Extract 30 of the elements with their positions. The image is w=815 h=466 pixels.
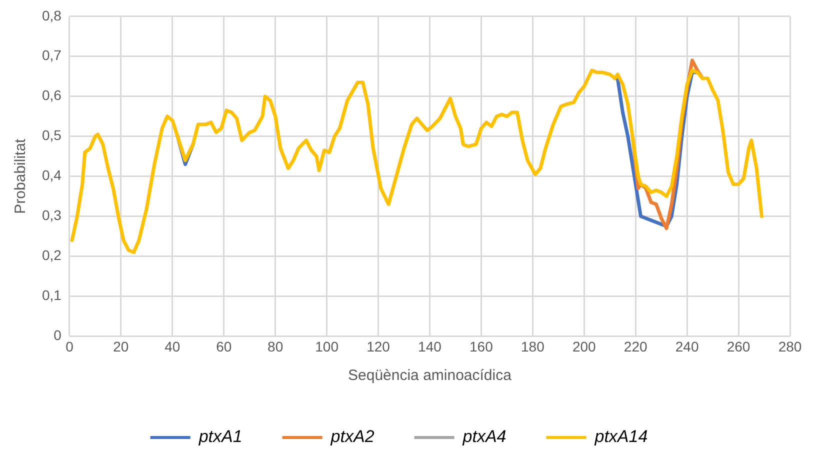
x-tick-label: 140 bbox=[418, 338, 442, 354]
x-tick-label: 120 bbox=[366, 338, 390, 354]
y-tick-label: 0,3 bbox=[42, 207, 62, 224]
y-axis-title: Probabilitat bbox=[12, 138, 30, 214]
x-tick-label: 0 bbox=[66, 338, 74, 354]
x-tick-label: 160 bbox=[470, 338, 494, 354]
y-tick-label: 0,7 bbox=[42, 47, 62, 64]
legend-label: ptxA14 bbox=[594, 427, 648, 446]
y-tick-label: 0,5 bbox=[42, 127, 62, 144]
x-tick-label: 180 bbox=[520, 338, 545, 354]
x-tick-label: 260 bbox=[726, 338, 750, 354]
y-tick-label: 0,8 bbox=[42, 7, 62, 24]
y-tick-label: 0,2 bbox=[42, 247, 62, 264]
x-tick-label: 240 bbox=[675, 338, 699, 354]
y-tick-label: 0 bbox=[54, 327, 62, 344]
x-tick-label: 20 bbox=[113, 338, 129, 354]
x-tick-label: 220 bbox=[624, 338, 648, 354]
y-tick-label: 0,4 bbox=[42, 167, 62, 184]
y-tick-label: 0,6 bbox=[42, 87, 62, 104]
y-tick-label: 0,1 bbox=[42, 287, 62, 304]
x-tick-label: 80 bbox=[268, 338, 284, 354]
legend-label: ptxA2 bbox=[330, 427, 375, 446]
x-tick-label: 60 bbox=[216, 338, 232, 354]
x-tick-label: 200 bbox=[572, 338, 596, 354]
legend-label: ptxA1 bbox=[198, 427, 242, 446]
x-tick-label: 100 bbox=[315, 338, 339, 354]
x-axis-title: Seqüència aminoacídica bbox=[348, 367, 512, 384]
x-tick-label: 280 bbox=[778, 338, 802, 354]
x-tick-label: 40 bbox=[164, 338, 180, 354]
legend-label: ptxA4 bbox=[462, 427, 506, 446]
